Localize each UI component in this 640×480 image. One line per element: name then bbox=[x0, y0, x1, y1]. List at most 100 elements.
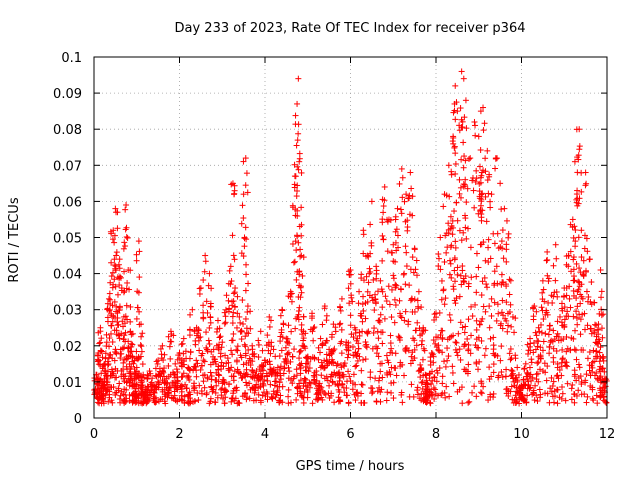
data-point bbox=[161, 365, 168, 372]
data-point bbox=[598, 294, 605, 301]
data-point bbox=[458, 156, 465, 163]
data-point bbox=[111, 256, 118, 263]
data-point bbox=[388, 314, 395, 321]
data-point bbox=[392, 216, 399, 223]
data-point bbox=[471, 383, 478, 390]
data-point bbox=[399, 174, 406, 181]
data-point bbox=[240, 320, 247, 327]
data-point bbox=[279, 306, 286, 313]
data-point bbox=[400, 271, 407, 278]
data-point bbox=[475, 133, 482, 140]
data-point bbox=[196, 382, 203, 389]
data-point bbox=[105, 398, 112, 405]
data-point bbox=[408, 381, 415, 388]
data-point bbox=[231, 304, 238, 311]
data-point bbox=[353, 362, 360, 369]
data-point bbox=[326, 382, 333, 389]
data-point bbox=[381, 183, 388, 190]
data-point bbox=[588, 279, 595, 286]
data-point bbox=[189, 306, 196, 313]
data-point bbox=[116, 304, 123, 311]
data-point bbox=[183, 385, 190, 392]
data-point bbox=[448, 274, 455, 281]
data-point bbox=[157, 345, 164, 352]
data-point bbox=[259, 347, 266, 354]
data-point bbox=[377, 311, 384, 318]
data-point bbox=[221, 400, 228, 407]
data-point bbox=[472, 132, 479, 139]
data-point bbox=[483, 218, 490, 225]
data-point bbox=[204, 346, 211, 353]
data-point bbox=[449, 363, 456, 370]
data-point bbox=[589, 395, 596, 402]
data-point bbox=[192, 363, 199, 370]
data-point bbox=[200, 302, 207, 309]
data-point bbox=[120, 323, 127, 330]
data-point bbox=[113, 252, 120, 259]
data-point bbox=[504, 328, 511, 335]
data-point bbox=[221, 309, 228, 316]
data-point bbox=[491, 240, 498, 247]
data-point bbox=[288, 298, 295, 305]
data-point bbox=[191, 380, 198, 387]
data-point bbox=[236, 313, 243, 320]
data-point bbox=[225, 297, 232, 304]
data-point bbox=[507, 277, 514, 284]
data-point bbox=[377, 368, 384, 375]
data-point bbox=[586, 256, 593, 263]
data-point bbox=[242, 343, 249, 350]
data-point bbox=[138, 377, 145, 384]
data-point bbox=[205, 337, 212, 344]
data-point bbox=[203, 389, 210, 396]
data-point bbox=[413, 272, 420, 279]
data-point bbox=[349, 298, 356, 305]
data-point bbox=[103, 343, 110, 350]
data-point bbox=[468, 332, 475, 339]
data-point bbox=[204, 309, 211, 316]
data-point bbox=[494, 155, 501, 162]
grid-lines bbox=[94, 57, 607, 418]
data-point bbox=[123, 233, 130, 240]
data-point bbox=[293, 247, 300, 254]
y-tick-label: 0.08 bbox=[53, 123, 82, 138]
data-point bbox=[600, 353, 607, 360]
data-point bbox=[124, 235, 131, 242]
data-point bbox=[145, 372, 152, 379]
data-point bbox=[222, 313, 229, 320]
data-point bbox=[198, 387, 205, 394]
data-point bbox=[201, 384, 208, 391]
data-point bbox=[452, 82, 459, 89]
data-point bbox=[226, 267, 233, 274]
data-point bbox=[492, 165, 499, 172]
data-point bbox=[344, 392, 351, 399]
data-point bbox=[279, 383, 286, 390]
data-point bbox=[135, 395, 142, 402]
data-point bbox=[475, 264, 482, 271]
data-point bbox=[174, 374, 181, 381]
data-point bbox=[488, 295, 495, 302]
data-point bbox=[165, 362, 172, 369]
data-point bbox=[228, 181, 235, 188]
data-point bbox=[539, 277, 546, 284]
data-point bbox=[239, 297, 246, 304]
data-point bbox=[478, 390, 485, 397]
data-point bbox=[454, 271, 461, 278]
data-point bbox=[194, 360, 201, 367]
data-point bbox=[170, 332, 177, 339]
data-point bbox=[374, 328, 381, 335]
data-point bbox=[336, 303, 343, 310]
data-point bbox=[482, 155, 489, 162]
data-point bbox=[414, 297, 421, 304]
data-point bbox=[295, 75, 302, 82]
data-point bbox=[367, 374, 374, 381]
data-point bbox=[223, 292, 230, 299]
data-point bbox=[218, 344, 225, 351]
data-point bbox=[187, 349, 194, 356]
data-point bbox=[486, 364, 493, 371]
data-point bbox=[554, 330, 561, 337]
data-point bbox=[501, 205, 508, 212]
data-point bbox=[286, 368, 293, 375]
data-point bbox=[117, 274, 124, 281]
data-point bbox=[447, 317, 454, 324]
data-point bbox=[454, 108, 461, 115]
